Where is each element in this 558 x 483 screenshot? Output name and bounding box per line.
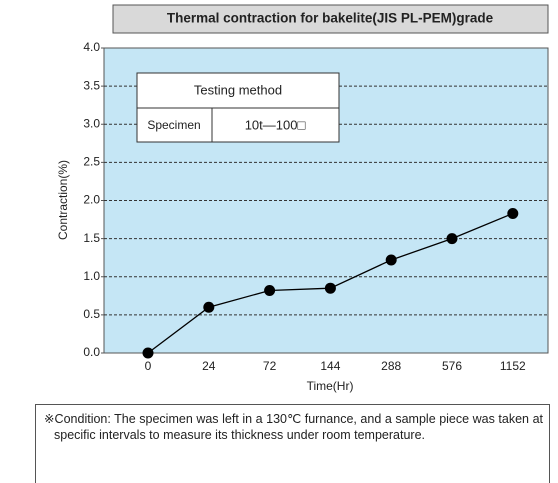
y-tick-label: 0.0: [83, 345, 100, 359]
y-tick-label: 0.5: [83, 307, 100, 321]
inset-header: Testing method: [194, 82, 282, 97]
y-tick-label: 1.5: [83, 231, 100, 245]
note: ※Condition: The specimen was left in a 1…: [35, 404, 550, 483]
point: [507, 207, 519, 219]
y-tick-label: 3.0: [83, 116, 100, 130]
point: [203, 301, 215, 313]
inset-cell: Specimen: [147, 118, 200, 132]
point: [324, 282, 336, 294]
point: [385, 254, 397, 266]
point: [142, 347, 154, 359]
y-tick-label: 4.0: [83, 40, 100, 54]
inset-table: Testing method Specimen 10t—100□: [136, 72, 340, 143]
chart-title: Thermal contraction for bakelite(JIS PL-…: [167, 11, 494, 26]
x-tick-label: 72: [263, 359, 277, 373]
y-tick-label: 1.0: [83, 269, 100, 283]
x-tick-label: 576: [442, 359, 462, 373]
x-axis-label: Time(Hr): [307, 379, 354, 393]
inset-cell: 10t—100□: [245, 117, 306, 132]
y-axis-label: Contraction(%): [56, 160, 70, 240]
point: [264, 284, 276, 296]
point: [446, 233, 458, 245]
x-tick-label: 0: [145, 359, 152, 373]
x-tick-label: 24: [202, 359, 216, 373]
x-tick-label: 288: [381, 359, 401, 373]
x-tick-label: 144: [320, 359, 340, 373]
x-tick-label: 1152: [500, 359, 526, 373]
y-tick-label: 2.5: [83, 155, 100, 169]
y-tick-label: 3.5: [83, 78, 100, 92]
title-box: [112, 4, 549, 34]
y-tick-label: 2.0: [83, 193, 100, 207]
chart: Thermal contraction for bakelite(JIS PL-…: [56, 4, 549, 393]
